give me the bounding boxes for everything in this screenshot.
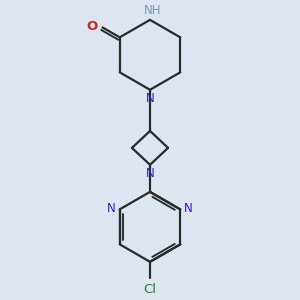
Text: N: N — [107, 202, 116, 215]
Text: Cl: Cl — [143, 283, 157, 296]
Text: NH: NH — [143, 4, 161, 17]
Text: N: N — [146, 92, 154, 105]
Text: O: O — [87, 20, 98, 33]
Text: N: N — [184, 202, 193, 215]
Text: N: N — [146, 167, 154, 180]
